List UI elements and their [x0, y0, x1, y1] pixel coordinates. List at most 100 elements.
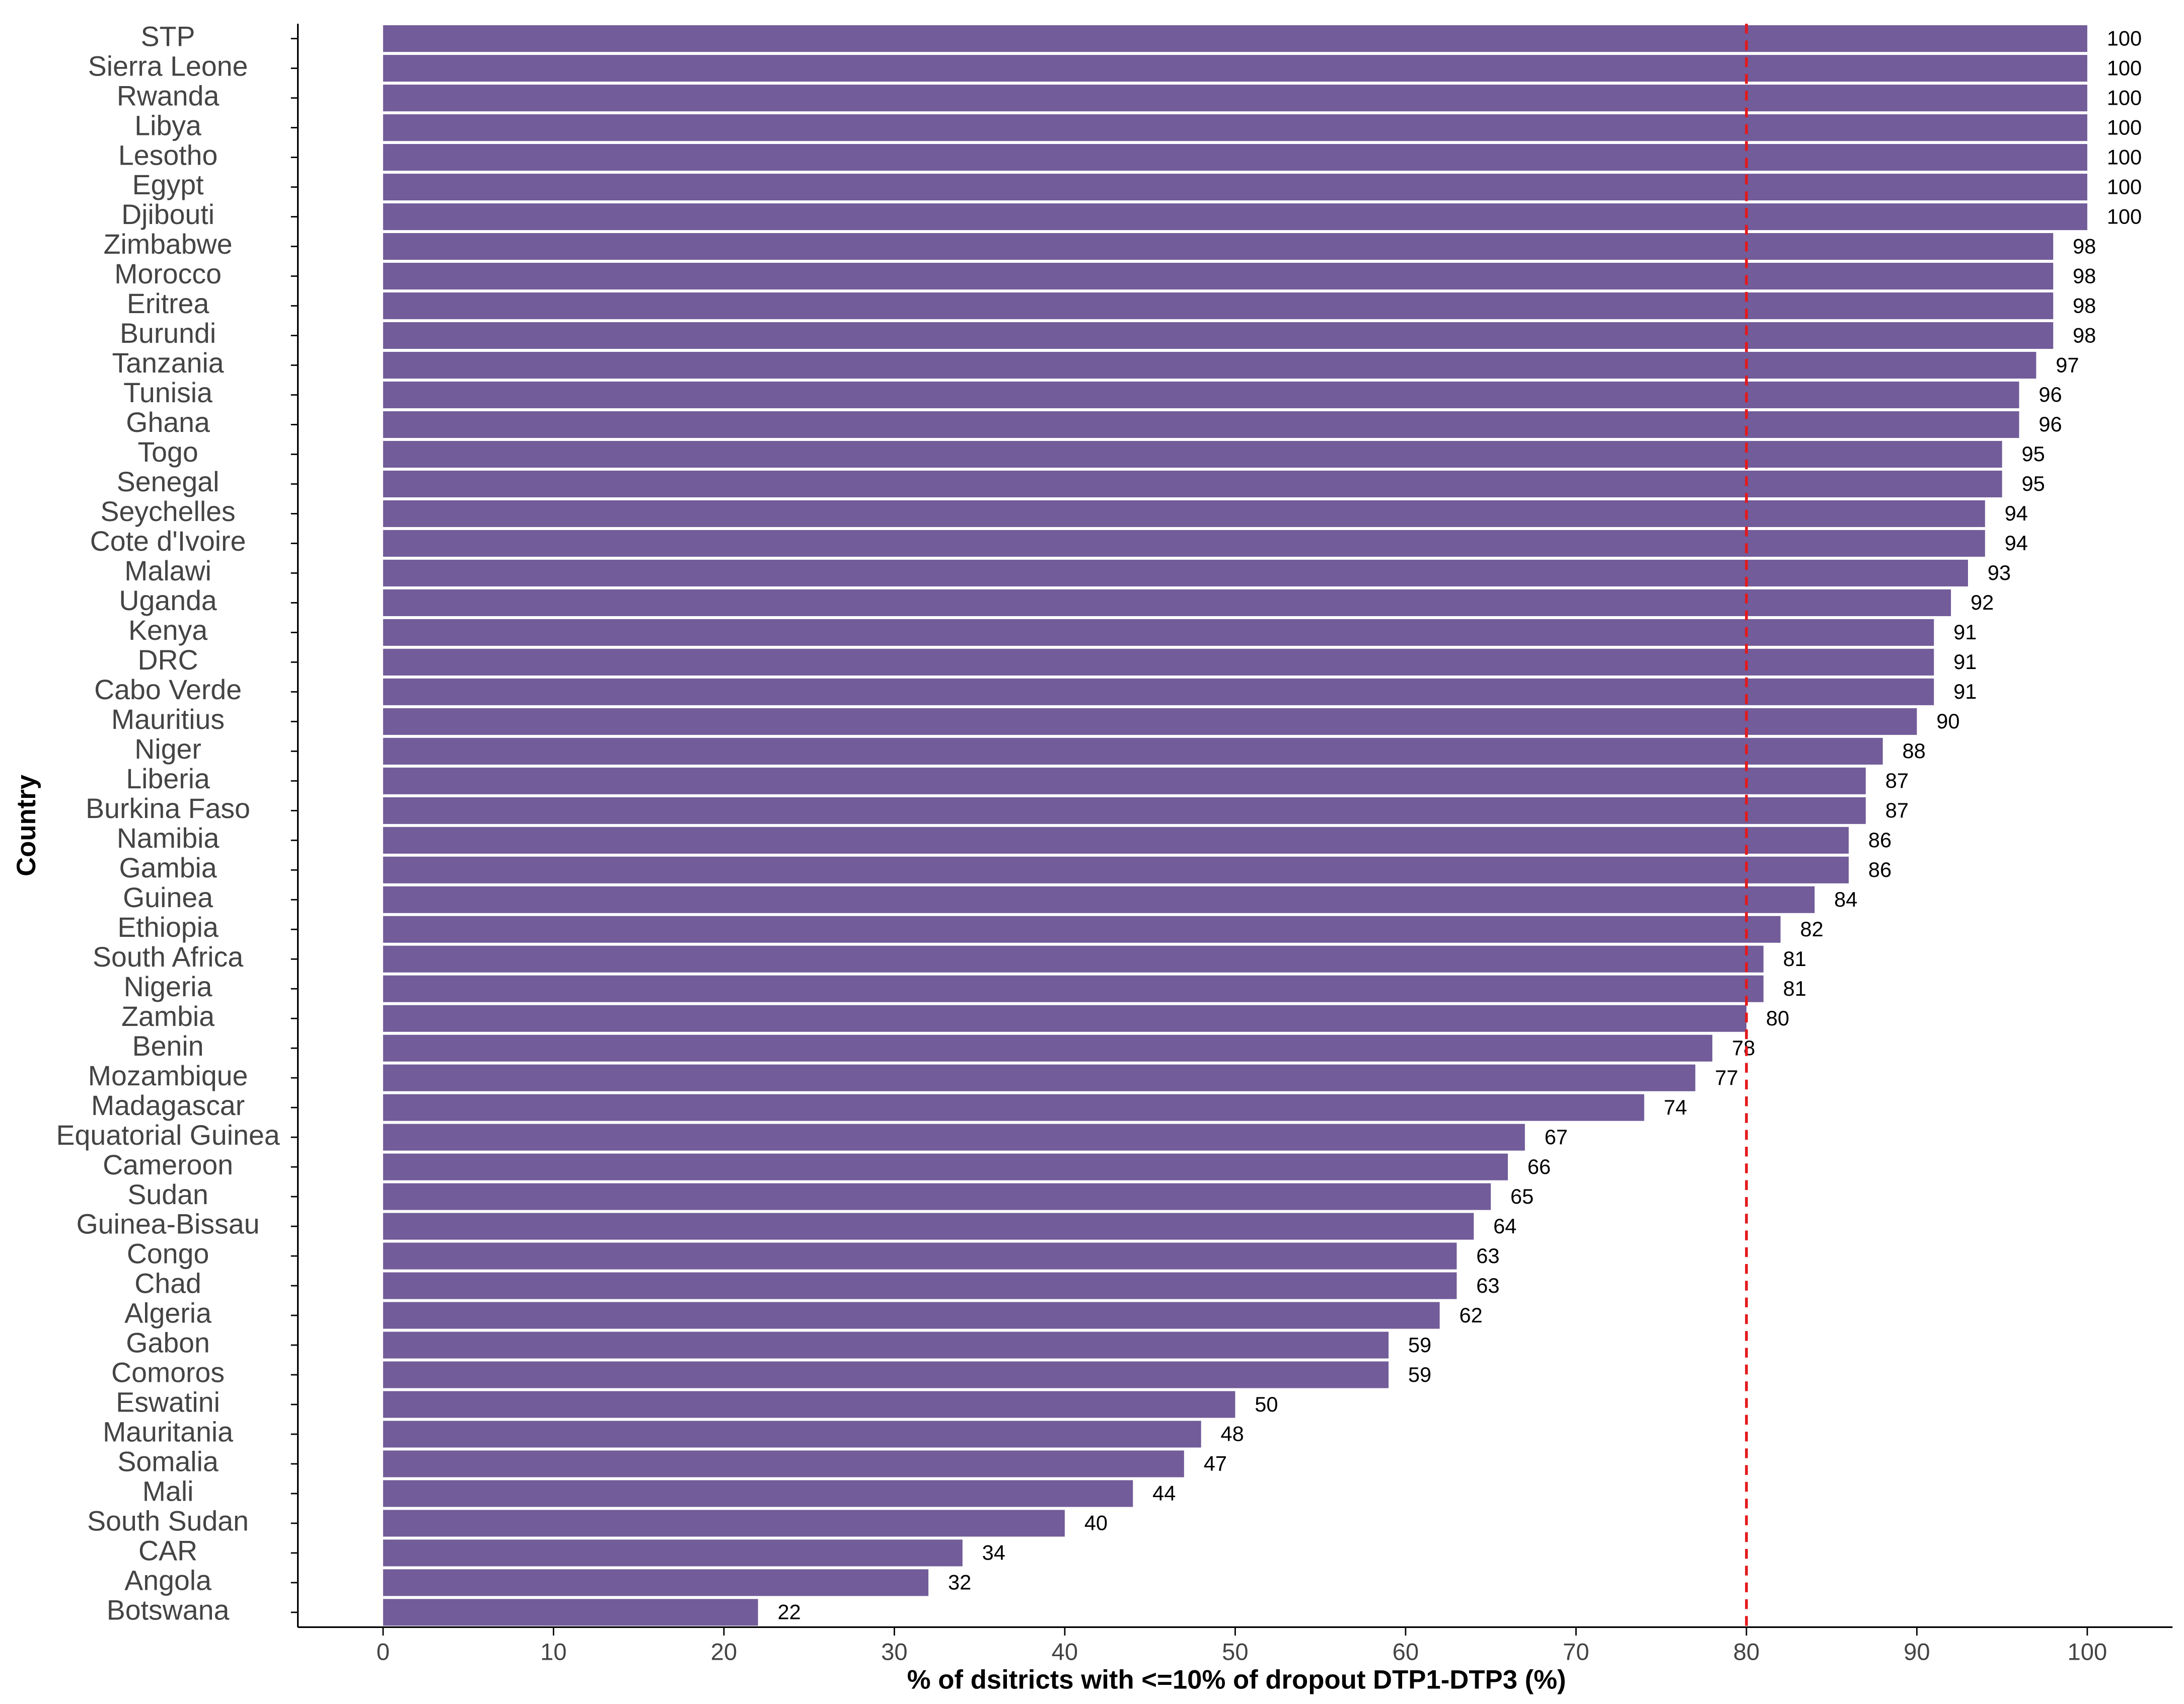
- y-axis-title: Country: [12, 774, 41, 876]
- bar: [383, 470, 2002, 497]
- value-label: 48: [1221, 1422, 1244, 1446]
- y-tick-label: DRC: [137, 644, 198, 676]
- y-tick-label: South Sudan: [87, 1506, 249, 1537]
- y-tick-label: Togo: [137, 436, 198, 468]
- bar: [383, 1361, 1389, 1388]
- bar: [383, 945, 1764, 973]
- value-label: 88: [1903, 739, 1926, 763]
- value-label: 94: [2005, 501, 2028, 525]
- bar: [383, 85, 2087, 112]
- bar: [383, 1480, 1133, 1507]
- bar: [383, 1183, 1491, 1210]
- x-tick-label: 90: [1904, 1639, 1930, 1665]
- y-tick-label: Angola: [124, 1565, 211, 1596]
- y-tick-label: CAR: [138, 1535, 197, 1567]
- value-label: 82: [1800, 917, 1823, 941]
- y-tick-label: Tunisia: [123, 377, 212, 408]
- y-tick-label: Mauritius: [111, 704, 225, 735]
- y-tick-label: Mauritania: [103, 1417, 233, 1448]
- y-tick-label: Eritrea: [127, 288, 209, 319]
- y-tick-label: Djibouti: [121, 199, 214, 230]
- value-label: 84: [1834, 887, 1857, 911]
- bar: [383, 411, 2019, 438]
- bar: [383, 1569, 929, 1596]
- bar: [383, 975, 1764, 1002]
- y-tick-label: Botswana: [107, 1595, 230, 1626]
- value-label: 74: [1664, 1095, 1687, 1119]
- bar: [383, 916, 1781, 943]
- value-label: 80: [1766, 1006, 1789, 1030]
- y-tick-label: Nigeria: [124, 971, 212, 1002]
- value-label: 59: [1408, 1333, 1431, 1357]
- value-label: 87: [1885, 798, 1909, 822]
- y-tick-label: Senegal: [117, 466, 220, 497]
- value-label: 91: [1953, 680, 1977, 703]
- bar: [383, 381, 2019, 409]
- value-label: 95: [2021, 442, 2045, 466]
- y-tick-label: Zimbabwe: [104, 229, 233, 260]
- bar: [383, 500, 1985, 527]
- x-tick-label: 60: [1393, 1639, 1419, 1665]
- value-label: 34: [982, 1541, 1005, 1565]
- y-tick-label: Gambia: [119, 852, 216, 883]
- y-tick-label: Comoros: [111, 1357, 225, 1388]
- bar: [383, 1510, 1065, 1537]
- y-tick-label: STP: [141, 21, 195, 52]
- y-tick-label: Namibia: [117, 823, 220, 854]
- value-label: 44: [1152, 1481, 1176, 1505]
- bar: [383, 737, 1883, 765]
- value-label: 92: [1971, 590, 1994, 614]
- value-label: 91: [1953, 620, 1977, 644]
- value-label: 95: [2021, 472, 2045, 495]
- bar: [383, 1539, 963, 1567]
- value-label: 100: [2107, 86, 2142, 109]
- y-tick-label: Kenya: [128, 615, 207, 646]
- y-tick-label: Cameroon: [103, 1149, 233, 1180]
- bar: [383, 1331, 1389, 1359]
- y-tick-label: Madagascar: [91, 1090, 245, 1121]
- bar: [383, 589, 1951, 616]
- bar: [383, 619, 1934, 646]
- value-label: 91: [1953, 650, 1977, 674]
- value-label: 77: [1715, 1066, 1738, 1089]
- value-label: 100: [2107, 115, 2142, 139]
- value-label: 87: [1885, 769, 1909, 792]
- bar: [383, 1153, 1508, 1180]
- y-tick-label: Egypt: [132, 169, 204, 200]
- value-label: 66: [1527, 1155, 1551, 1178]
- y-tick-label: Sierra Leone: [88, 50, 248, 82]
- value-label: 50: [1255, 1392, 1278, 1416]
- y-tick-label: Liberia: [126, 763, 210, 794]
- x-tick-label: 40: [1052, 1639, 1078, 1665]
- x-tick-label: 70: [1563, 1639, 1589, 1665]
- y-tick-label: Benin: [132, 1030, 204, 1062]
- x-tick-label: 100: [2068, 1639, 2107, 1665]
- value-label: 47: [1204, 1452, 1227, 1475]
- bar: [383, 559, 1968, 586]
- value-label: 100: [2107, 56, 2142, 80]
- value-label: 22: [777, 1600, 800, 1624]
- bar: [383, 1391, 1235, 1418]
- bar: [383, 1124, 1525, 1151]
- y-tick-label: Morocco: [114, 258, 222, 289]
- value-label: 65: [1510, 1184, 1534, 1208]
- value-label: 86: [1868, 858, 1891, 881]
- bar: [383, 708, 1917, 735]
- x-tick-label: 50: [1222, 1639, 1248, 1665]
- y-tick-label: Uganda: [119, 585, 217, 616]
- y-tick-label: Malawi: [124, 555, 211, 586]
- bar: [383, 797, 1866, 824]
- y-tick-label: Niger: [134, 733, 201, 765]
- value-label: 98: [2073, 264, 2096, 287]
- y-tick-label: Ethiopia: [117, 912, 219, 943]
- bar: [383, 114, 2087, 141]
- value-label: 40: [1084, 1511, 1108, 1535]
- bar: [383, 351, 2036, 379]
- x-tick-label: 20: [711, 1639, 737, 1665]
- value-label: 98: [2073, 323, 2096, 347]
- value-label: 90: [1936, 709, 1959, 733]
- value-label: 93: [1988, 561, 2011, 584]
- bar: [383, 1064, 1696, 1091]
- bar: [383, 1450, 1184, 1477]
- bar: [383, 263, 2054, 290]
